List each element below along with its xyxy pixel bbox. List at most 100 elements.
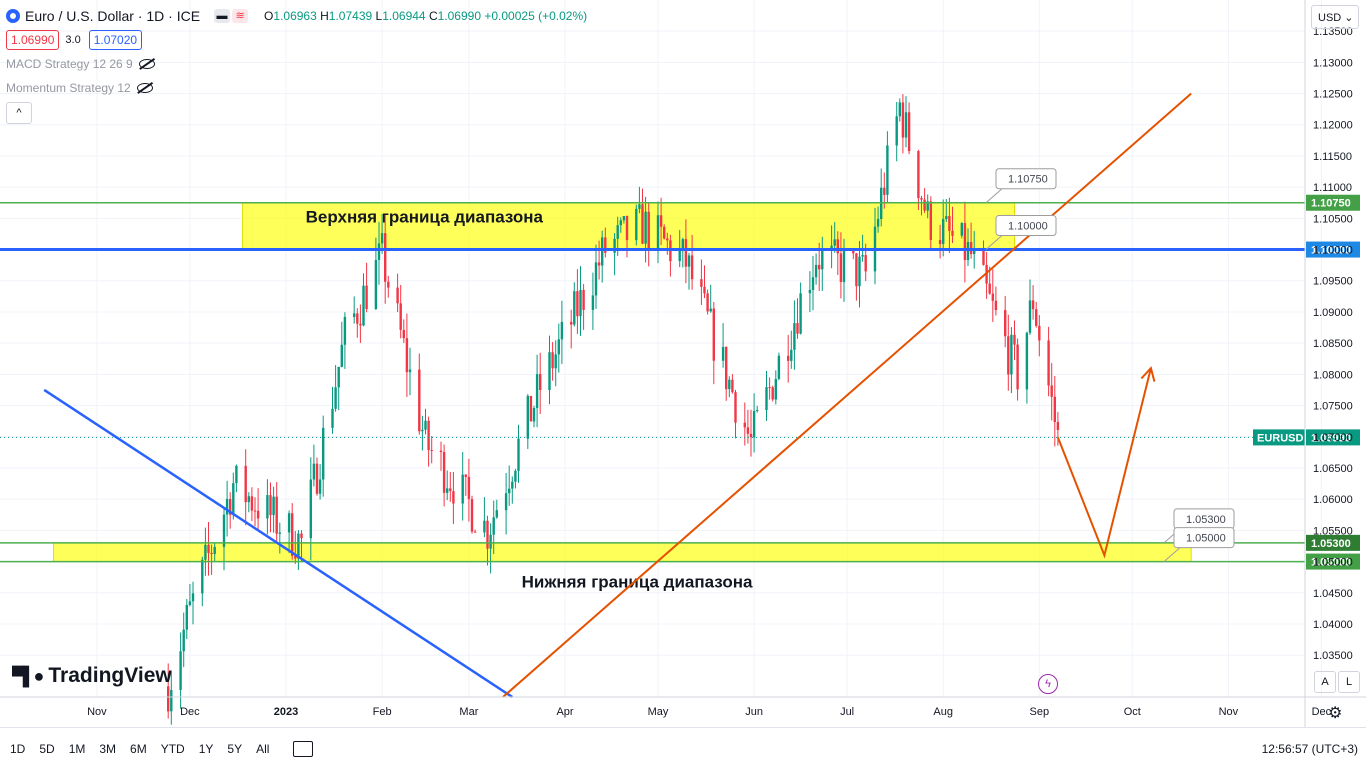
candle-body	[777, 355, 781, 379]
candle-body	[340, 344, 343, 367]
candle-body	[604, 237, 607, 253]
candle-body	[988, 283, 991, 294]
symbol-tag	[1253, 429, 1305, 446]
auto-scale-button[interactable]: A	[1314, 671, 1336, 693]
ask-button[interactable]: 1.07020	[88, 30, 143, 50]
candle-body	[495, 510, 498, 518]
log-scale-button[interactable]: L	[1338, 671, 1360, 693]
candle-body	[591, 295, 595, 310]
candle-body	[579, 289, 582, 317]
ohlc-values: O1.06963 H1.07439 L1.06944 C1.06990 +0.0…	[264, 9, 588, 23]
level-price-label: 1.10000	[1311, 245, 1351, 257]
chart-legend: Euro / U.S. Dollar · 1D · ICE ▬ ≋ O1.0696…	[6, 4, 587, 124]
callout-pointer	[985, 235, 1003, 250]
candle-body	[768, 387, 771, 389]
candle-body	[374, 259, 378, 310]
candle-body	[570, 321, 573, 325]
candle-body	[362, 285, 365, 326]
candle-body	[250, 496, 254, 511]
candle-body	[272, 496, 275, 516]
range-1m[interactable]: 1M	[68, 741, 86, 756]
range-all[interactable]: All	[256, 741, 270, 756]
candle-body	[473, 531, 477, 533]
range-3m[interactable]: 3M	[99, 741, 117, 756]
range-1y[interactable]: 1Y	[198, 741, 214, 756]
candle-body	[700, 279, 703, 287]
candle-body	[222, 514, 226, 547]
candle-body	[508, 488, 511, 494]
calendar-icon[interactable]	[293, 740, 314, 757]
candle-body	[557, 339, 560, 355]
candle-body	[517, 438, 520, 471]
callout-text: 1.10750	[1008, 174, 1048, 186]
price-tick-label: 1.07000	[1313, 432, 1353, 444]
candle-body	[709, 308, 712, 312]
candle-body	[963, 223, 967, 261]
range-1d[interactable]: 1D	[10, 741, 26, 756]
candle-body	[725, 346, 728, 390]
currency-select[interactable]: USD ⌄	[1311, 5, 1359, 29]
range-ytd[interactable]: YTD	[160, 741, 185, 756]
clock[interactable]: 12:56:57 (UTC+3)	[1261, 741, 1358, 756]
callout-box	[995, 215, 1057, 237]
collapse-legend-button[interactable]: ^	[6, 102, 32, 124]
candle-body	[656, 215, 660, 249]
candle-body	[790, 349, 793, 361]
candle-body	[551, 352, 554, 369]
minus-icon[interactable]: ▬	[214, 9, 231, 23]
candle-body	[331, 408, 334, 428]
candle-body	[973, 248, 976, 255]
gear-icon[interactable]: ⚙	[1328, 705, 1343, 722]
candle-body	[514, 470, 517, 482]
eye-hidden-icon[interactable]	[136, 83, 153, 93]
candle-body	[756, 410, 759, 412]
range-5d[interactable]: 5D	[39, 741, 55, 756]
symbol-title[interactable]: Euro / U.S. Dollar · 1D · ICE	[25, 8, 201, 24]
lightning-icon[interactable]: ϟ	[1038, 674, 1058, 694]
price-chart[interactable]: Верхняя граница диапазона Нижняя граница …	[0, 0, 1366, 727]
indicator-macd[interactable]: MACD Strategy 12 26 9	[6, 52, 587, 76]
price-tick-label: 1.09000	[1313, 307, 1353, 319]
chevron-down-icon: ⌄	[1344, 12, 1354, 24]
candle-body	[594, 262, 598, 296]
price-tick-label: 1.11500	[1313, 151, 1352, 163]
eye-hidden-icon[interactable]	[138, 59, 155, 69]
price-tick-label: 1.11000	[1313, 182, 1352, 194]
candle-body	[278, 532, 281, 534]
time-tick-label: Aug	[933, 706, 953, 718]
candle-body	[601, 237, 604, 266]
candle-body	[597, 262, 601, 266]
candle-body	[687, 255, 691, 267]
range-6m[interactable]: 6M	[130, 741, 147, 756]
candle-body	[247, 496, 250, 503]
candle-body	[179, 651, 182, 690]
candle-body	[746, 427, 750, 434]
candle-body	[300, 533, 303, 539]
wave-icon[interactable]: ≋	[232, 9, 249, 23]
candle-body	[232, 483, 235, 515]
candle-body	[787, 355, 790, 361]
last-price-label: 1.06990	[1311, 432, 1351, 444]
indicator-momentum[interactable]: Momentum Strategy 12	[6, 76, 587, 100]
price-tick-label: 1.05500	[1313, 525, 1353, 537]
bottom-toolbar: 1D 5D 1M 3M 6M YTD 1Y 5Y All 12:56:57 (UTC+3)	[0, 727, 1366, 769]
candle-body	[353, 313, 356, 317]
candle-body	[402, 329, 405, 339]
callout-pointer	[1163, 547, 1181, 562]
candle-body	[297, 533, 300, 559]
candle-body	[895, 116, 898, 146]
price-tick-label: 1.08000	[1313, 369, 1353, 381]
time-tick-label: Sep	[1030, 706, 1050, 718]
candle-body	[619, 220, 622, 226]
candle-body	[842, 250, 846, 282]
candle-body	[774, 378, 777, 400]
candle-body	[644, 211, 647, 244]
time-tick-label: Mar	[459, 706, 478, 718]
spread-value: 3.0	[65, 34, 81, 46]
range-5y[interactable]: 5Y	[227, 741, 243, 756]
candle-body	[185, 605, 188, 630]
candle-body	[907, 112, 911, 152]
bid-button[interactable]: 1.06990	[6, 30, 60, 50]
candle-body	[511, 481, 514, 489]
time-tick-label: Dec	[1312, 706, 1332, 718]
